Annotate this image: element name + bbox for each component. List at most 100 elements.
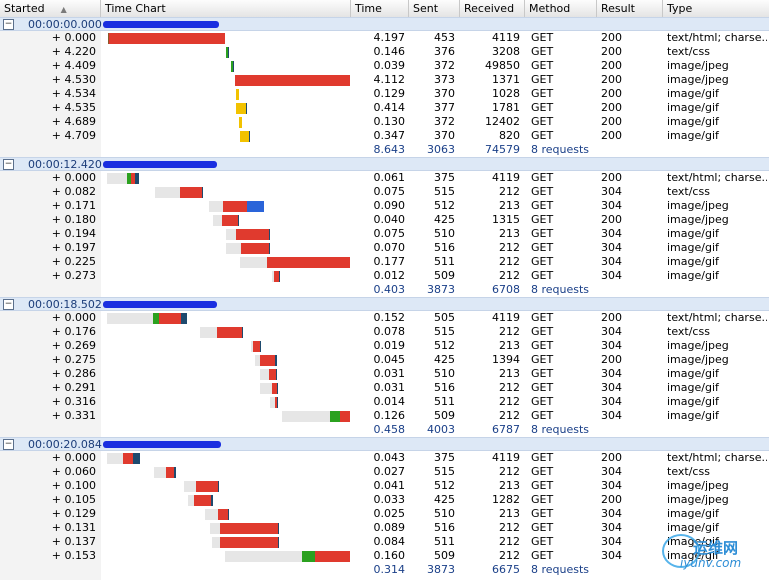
request-method: GET: [531, 31, 554, 44]
request-offset: + 4.709: [51, 129, 96, 142]
group-start-time: 00:00:12.420: [28, 158, 102, 171]
timing-segment-wait: [188, 495, 194, 506]
request-method: GET: [531, 409, 554, 422]
request-type: image/gif: [667, 367, 719, 380]
timing-segment-ssl: [276, 369, 277, 380]
group-start-time: 00:00:18.502: [28, 298, 102, 311]
timing-segment-wait: [154, 467, 166, 478]
request-sent: 516: [434, 381, 455, 394]
group-header-row[interactable]: − 00:00:20.084: [0, 437, 769, 451]
column-header-sent[interactable]: Sent: [409, 0, 460, 17]
request-type: text/css: [667, 45, 710, 58]
collapse-icon[interactable]: −: [3, 159, 14, 170]
timing-segment-receive: [109, 33, 225, 44]
summary-time: 8.643: [373, 143, 406, 156]
request-sent: 511: [434, 395, 455, 408]
request-offset: + 0.197: [51, 241, 96, 254]
request-method: GET: [531, 353, 554, 366]
request-sent: 376: [434, 45, 455, 58]
redacted-page-title: [103, 161, 217, 168]
column-header-started[interactable]: Started ▲: [0, 0, 101, 17]
timing-segment-ssl: [133, 453, 140, 464]
timing-segment-ssl: [277, 397, 278, 408]
request-received: 212: [499, 395, 520, 408]
timing-segment-ssl: [269, 243, 270, 254]
summary-time: 0.314: [373, 563, 406, 576]
summary-sent: 3873: [427, 563, 455, 576]
collapse-icon[interactable]: −: [3, 439, 14, 450]
request-offset: + 0.275: [51, 353, 96, 366]
request-sent: 509: [434, 549, 455, 562]
column-header-method[interactable]: Method: [525, 0, 597, 17]
timing-segment-receive: [241, 243, 269, 254]
collapse-icon[interactable]: −: [3, 19, 14, 30]
request-result: 200: [601, 87, 622, 100]
column-header-time-chart[interactable]: Time Chart: [101, 0, 351, 17]
timing-segment-gif_bar: [240, 131, 249, 142]
timing-segment-connect: [302, 551, 315, 562]
timing-segment-ssl: [278, 523, 279, 534]
summary-request-count: 8 requests: [531, 563, 590, 576]
summary-received: 6787: [492, 423, 520, 436]
request-sent: 453: [434, 31, 455, 44]
timing-segment-receive: [340, 411, 350, 422]
request-received: 213: [499, 227, 520, 240]
request-offset: + 0.082: [51, 185, 96, 198]
request-method: GET: [531, 339, 554, 352]
timing-segment-gif_bar: [236, 89, 239, 100]
timing-segment-cache: [247, 201, 264, 212]
request-received: 49850: [485, 59, 520, 72]
request-received: 212: [499, 185, 520, 198]
column-header-time-label: Time: [355, 2, 382, 15]
request-method: GET: [531, 549, 554, 562]
request-type: image/gif: [667, 381, 719, 394]
request-received: 212: [499, 409, 520, 422]
request-method: GET: [531, 535, 554, 548]
request-offset: + 0.000: [51, 451, 96, 464]
request-method: GET: [531, 325, 554, 338]
timing-segment-wait: [225, 551, 302, 562]
timing-segment-wait: [209, 201, 223, 212]
request-time: 0.129: [373, 87, 406, 100]
request-time: 0.078: [373, 325, 406, 338]
column-header-received-label: Received: [464, 2, 515, 15]
request-offset: + 4.535: [51, 101, 96, 114]
request-received: 212: [499, 325, 520, 338]
column-header-type[interactable]: Type: [663, 0, 769, 17]
summary-request-count: 8 requests: [531, 283, 590, 296]
timing-segment-ssl: [277, 383, 278, 394]
timing-segment-ssl: [238, 215, 239, 226]
sort-ascending-icon: ▲: [60, 5, 67, 14]
request-sent: 512: [434, 339, 455, 352]
column-header-time[interactable]: Time: [351, 0, 409, 17]
timing-segment-wait: [270, 397, 275, 408]
request-time: 0.040: [373, 213, 406, 226]
timing-segment-send: [108, 33, 109, 44]
request-type: image/gif: [667, 227, 719, 240]
group-header-row[interactable]: − 00:00:18.502: [0, 297, 769, 311]
summary-sent: 4003: [427, 423, 455, 436]
request-received: 212: [499, 549, 520, 562]
timing-segment-receive: [235, 75, 350, 86]
request-result: 304: [601, 409, 622, 422]
request-sent: 510: [434, 507, 455, 520]
request-result: 304: [601, 465, 622, 478]
request-time: 0.031: [373, 367, 406, 380]
column-header-sent-label: Sent: [413, 2, 439, 15]
request-sent: 505: [434, 311, 455, 324]
request-sent: 511: [434, 535, 455, 548]
request-method: GET: [531, 269, 554, 282]
group-header-row[interactable]: − 00:00:12.420: [0, 157, 769, 171]
request-method: GET: [531, 45, 554, 58]
request-type: image/jpeg: [667, 213, 729, 226]
request-time: 0.019: [373, 339, 406, 352]
timing-segment-ssl: [174, 467, 176, 478]
column-header-received[interactable]: Received: [460, 0, 525, 17]
collapse-icon[interactable]: −: [3, 299, 14, 310]
timing-segment-wait: [240, 257, 267, 268]
column-header-result[interactable]: Result: [597, 0, 663, 17]
request-received: 213: [499, 199, 520, 212]
group-header-row[interactable]: − 00:00:00.000: [0, 17, 769, 31]
timing-segment-receive: [218, 509, 228, 520]
timing-segment-connect: [226, 47, 228, 58]
